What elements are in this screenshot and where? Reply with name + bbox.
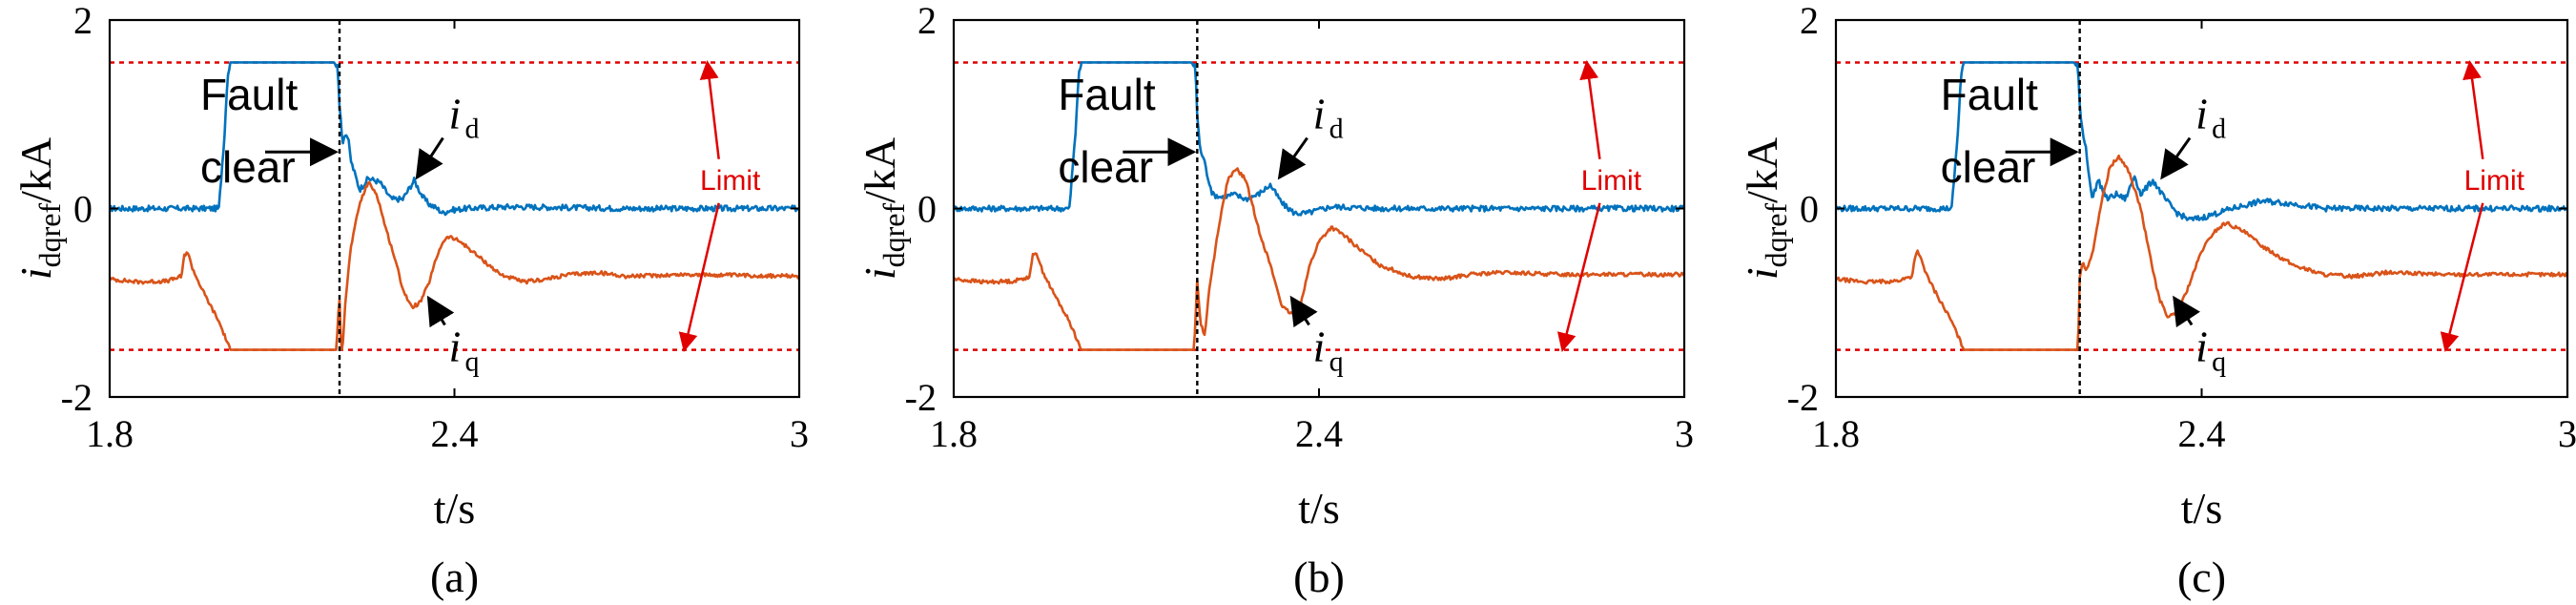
fault-clear-label: clear xyxy=(200,142,296,192)
y-axis-title: idqref/kA xyxy=(11,137,67,280)
panel-caption: (a) xyxy=(430,553,479,601)
id-arrow xyxy=(1277,136,1309,180)
id-arrow xyxy=(415,136,444,180)
y-tick-label: -2 xyxy=(905,376,937,419)
x-tick-label: 1.8 xyxy=(1812,412,1860,455)
y-tick-label: 2 xyxy=(917,0,937,42)
id-label-subscript: d xyxy=(1329,114,1344,145)
iq-label: i xyxy=(448,322,461,370)
iq-label: i xyxy=(1313,322,1326,370)
limit-arrow-down xyxy=(1556,202,1601,353)
x-tick-label: 2.4 xyxy=(431,412,479,455)
iq-label-subscript: q xyxy=(2212,345,2226,377)
y-tick-label: 0 xyxy=(73,188,93,231)
id-label-subscript: d xyxy=(464,114,479,145)
id-arrow xyxy=(2160,136,2192,180)
x-tick-label: 3 xyxy=(2558,412,2576,455)
limit-label: Limit xyxy=(700,165,761,197)
limit-arrow-up xyxy=(699,59,720,159)
x-axis-title: t/s xyxy=(1298,484,1339,532)
limit-label: Limit xyxy=(1581,165,1642,197)
x-axis-title: t/s xyxy=(2181,484,2222,532)
fault-clear-label: Fault xyxy=(1058,70,1155,119)
x-tick-label: 2.4 xyxy=(2178,412,2226,455)
limit-label: Limit xyxy=(2464,165,2525,197)
iq-arrow xyxy=(2173,295,2201,328)
y-tick-label: 0 xyxy=(917,188,937,231)
y-tick-label: 2 xyxy=(73,0,93,42)
limit-arrow-down xyxy=(2440,202,2484,353)
id-series-line xyxy=(1834,61,2568,221)
id-label: i xyxy=(448,90,461,138)
y-tick-label: -2 xyxy=(61,376,93,419)
id-label: i xyxy=(2195,90,2208,138)
iq-series-line xyxy=(953,167,1686,351)
limit-arrow-down xyxy=(678,202,720,353)
id-label-subscript: d xyxy=(2212,114,2226,145)
x-tick-label: 1.8 xyxy=(86,412,134,455)
y-tick-label: 2 xyxy=(1800,0,1819,42)
iq-series-line xyxy=(108,180,800,351)
id-series-line xyxy=(109,61,800,217)
x-axis-title: t/s xyxy=(434,484,475,532)
fault-clear-label: clear xyxy=(1058,142,1153,192)
id-label: i xyxy=(1313,90,1326,138)
id-series-line xyxy=(952,61,1685,217)
y-tick-label: -2 xyxy=(1787,376,1819,419)
y-axis-title: idqref/kA xyxy=(855,137,911,280)
iq-label-subscript: q xyxy=(464,345,479,377)
iq-series-line xyxy=(1835,154,2569,351)
iq-label-subscript: q xyxy=(1329,345,1344,377)
limit-arrow-up xyxy=(2463,59,2484,159)
x-tick-label: 1.8 xyxy=(930,412,978,455)
panel-caption: (b) xyxy=(1293,553,1345,601)
x-tick-label: 3 xyxy=(1675,412,1694,455)
fault-clear-label: Fault xyxy=(200,70,298,119)
fault-clear-label: clear xyxy=(1941,142,2036,192)
iq-arrow xyxy=(1289,295,1318,328)
x-tick-label: 2.4 xyxy=(1295,412,1343,455)
limit-arrow-up xyxy=(1579,59,1601,159)
panel-caption: (c) xyxy=(2177,553,2226,601)
y-axis-title: idqref/kA xyxy=(1738,137,1793,280)
y-tick-label: 0 xyxy=(1800,188,1819,231)
fault-clear-label: Fault xyxy=(1941,70,2038,119)
iq-label: i xyxy=(2195,322,2208,370)
iq-arrow xyxy=(426,295,455,328)
x-tick-label: 3 xyxy=(790,412,809,455)
